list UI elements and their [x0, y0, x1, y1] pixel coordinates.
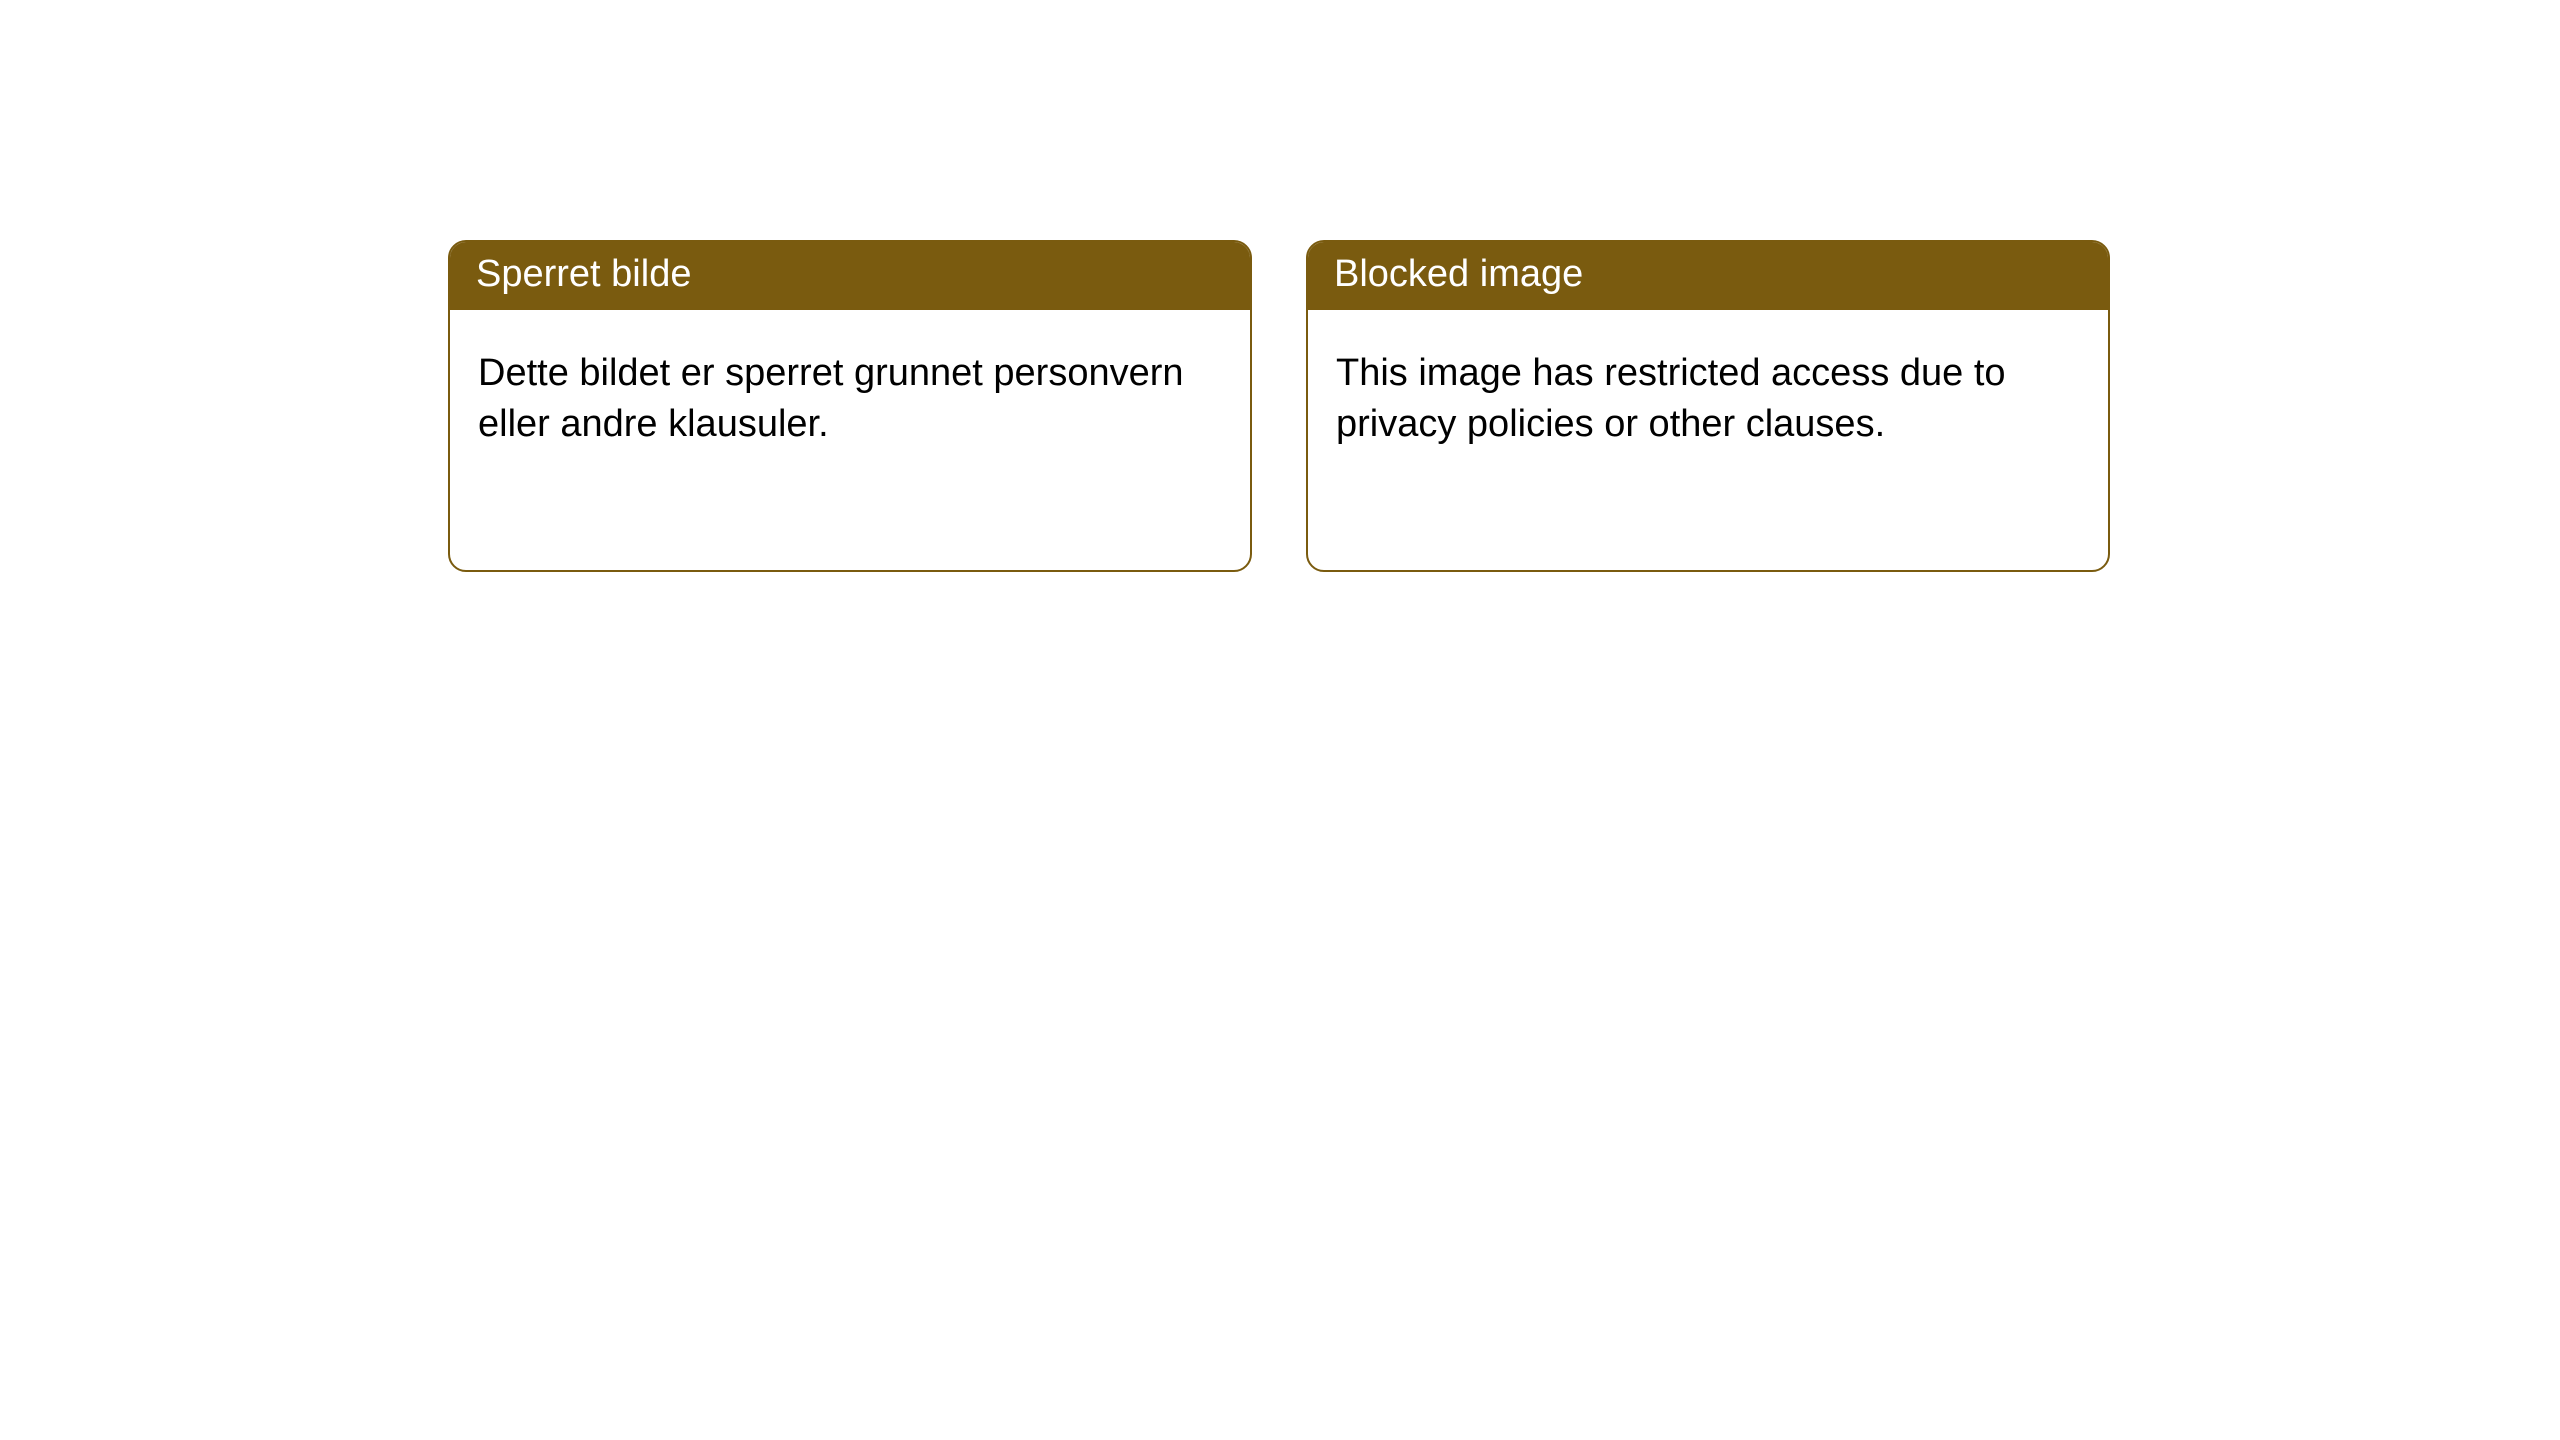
notice-container: Sperret bilde Dette bildet er sperret gr…: [0, 0, 2560, 572]
notice-title-norwegian: Sperret bilde: [450, 242, 1250, 310]
notice-message-english: This image has restricted access due to …: [1308, 310, 2108, 479]
notice-title-english: Blocked image: [1308, 242, 2108, 310]
notice-card-english: Blocked image This image has restricted …: [1306, 240, 2110, 572]
notice-card-norwegian: Sperret bilde Dette bildet er sperret gr…: [448, 240, 1252, 572]
notice-message-norwegian: Dette bildet er sperret grunnet personve…: [450, 310, 1250, 479]
